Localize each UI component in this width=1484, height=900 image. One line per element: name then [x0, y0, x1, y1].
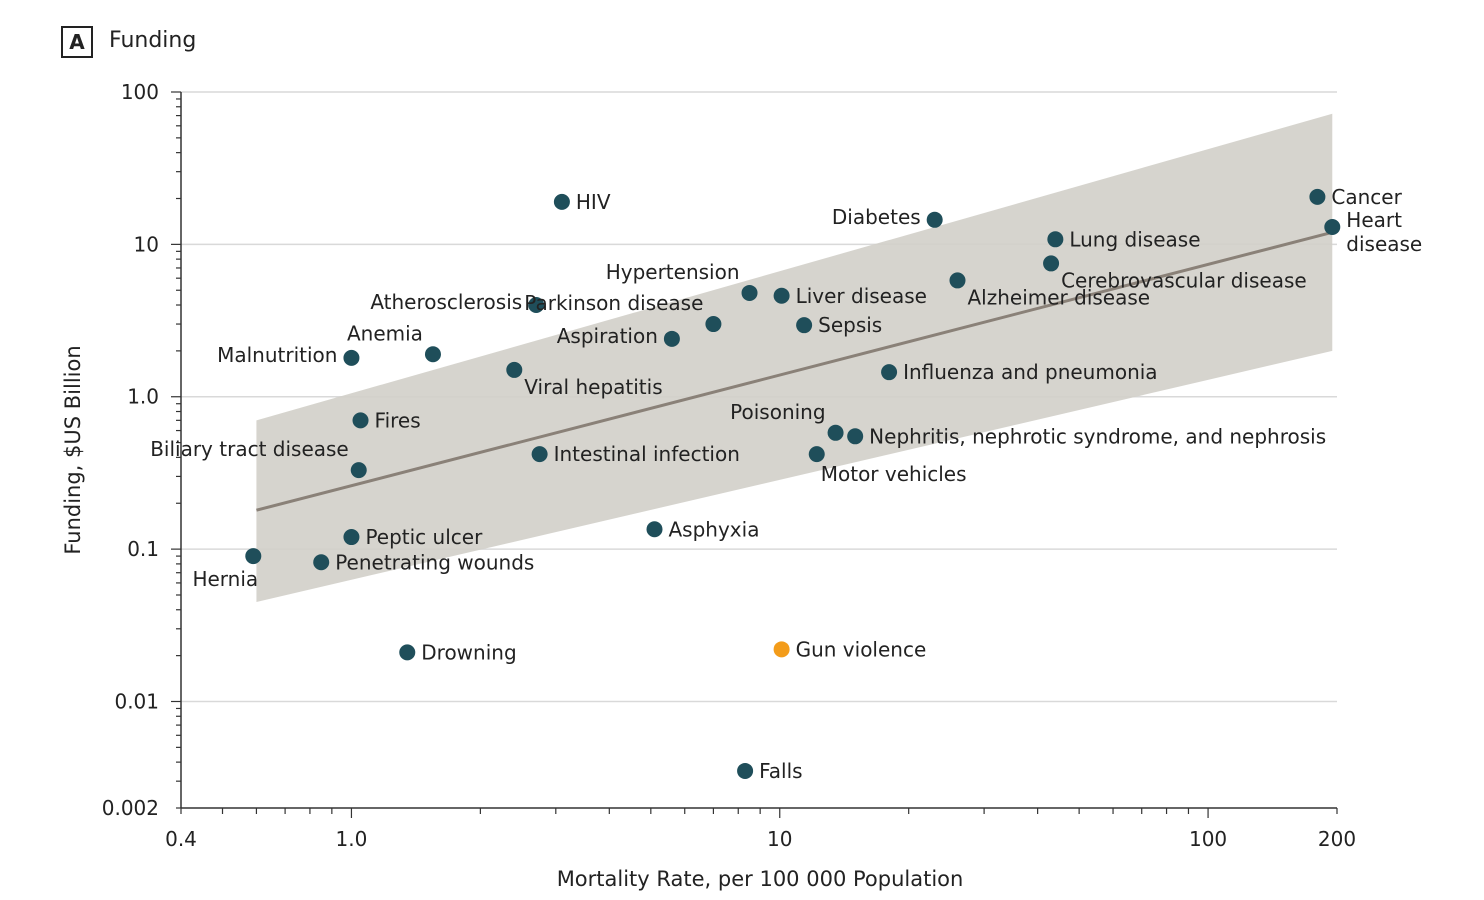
- data-point: [424, 346, 441, 363]
- point-label: Asphyxia: [669, 517, 760, 541]
- data-point: [741, 284, 758, 301]
- data-point: [773, 287, 790, 304]
- data-point: [528, 297, 545, 314]
- y-tick-label: 0.01: [114, 689, 159, 713]
- data-point: [343, 529, 360, 546]
- point-label: Hernia: [192, 567, 258, 591]
- point-label: Sepsis: [818, 313, 882, 337]
- data-point: [705, 316, 722, 333]
- y-tick-label: 10: [134, 232, 159, 256]
- point-label: Fires: [375, 408, 421, 432]
- x-tick-label: 100: [1189, 827, 1227, 851]
- panel-title: Funding: [109, 28, 197, 53]
- data-point: [352, 412, 369, 429]
- data-point: [1043, 255, 1060, 272]
- point-label: Heart: [1346, 208, 1402, 232]
- y-tick-label: 1.0: [127, 385, 159, 409]
- data-point: [881, 364, 898, 381]
- point-label: disease: [1346, 232, 1422, 256]
- data-point: [847, 428, 864, 445]
- data-point: [808, 446, 825, 463]
- x-tick-label: 200: [1318, 827, 1356, 851]
- y-tick-label: 100: [121, 80, 159, 104]
- y-tick-label: 0.1: [127, 537, 159, 561]
- data-point: [313, 554, 330, 571]
- point-label: Aspiration: [557, 324, 658, 348]
- point-label: Lung disease: [1069, 227, 1200, 251]
- panel-badge: A: [61, 26, 93, 58]
- data-point: [350, 462, 367, 479]
- data-point: [531, 446, 548, 463]
- point-label: Penetrating wounds: [335, 550, 534, 574]
- data-point: [1324, 219, 1341, 236]
- x-tick-label: 0.4: [165, 827, 197, 851]
- point-label: Malnutrition: [217, 343, 337, 367]
- data-point: [1047, 231, 1064, 248]
- point-label: Motor vehicles: [821, 462, 967, 486]
- data-point: [663, 330, 680, 347]
- point-label: Influenza and pneumonia: [903, 360, 1157, 384]
- point-label: Atherosclerosis: [370, 290, 522, 314]
- confidence-band-area: [256, 113, 1333, 602]
- trend-line: [256, 230, 1333, 512]
- data-point: [1309, 188, 1326, 205]
- point-label: Gun violence: [796, 637, 927, 661]
- data-point: [926, 211, 943, 228]
- point-label: Cancer: [1331, 185, 1402, 209]
- point-label: Drowning: [421, 640, 516, 664]
- point-label: Nephritis, nephrotic syndrome, and nephr…: [869, 424, 1326, 448]
- regression-line: [256, 230, 1333, 512]
- data-point: [949, 272, 966, 289]
- confidence-band: [256, 113, 1333, 602]
- data-point: [646, 521, 663, 538]
- point-label: HIV: [576, 190, 611, 214]
- data-point: [245, 548, 262, 565]
- x-tick-label: 10: [767, 827, 792, 851]
- data-point: [553, 193, 570, 210]
- data-point: [796, 317, 813, 334]
- y-tick-label: 0.002: [102, 796, 159, 820]
- point-label: Cerebrovascular disease: [1061, 268, 1307, 292]
- point-label: Falls: [759, 759, 802, 783]
- data-point: [737, 762, 754, 779]
- point-label: Intestinal infection: [554, 442, 740, 466]
- data-point: [506, 361, 523, 378]
- data-point: [773, 641, 790, 658]
- point-label: Parkinson disease: [524, 291, 703, 315]
- point-label: Poisoning: [730, 400, 825, 424]
- point-label: Hypertension: [606, 260, 740, 284]
- y-axis-title: Funding, $US Billion: [61, 345, 85, 554]
- point-label: Anemia: [347, 321, 423, 345]
- x-axis-title: Mortality Rate, per 100 000 Population: [557, 867, 964, 891]
- point-label: Peptic ulcer: [365, 525, 483, 549]
- data-point: [399, 644, 416, 661]
- data-points: [245, 188, 1341, 779]
- x-tick-label: 1.0: [336, 827, 368, 851]
- data-point: [827, 424, 844, 441]
- point-label: Viral hepatitis: [524, 375, 662, 399]
- data-point: [343, 349, 360, 366]
- point-label: Liver disease: [796, 284, 927, 308]
- point-label: Alzheimer disease: [967, 285, 1150, 309]
- point-label: Biliary tract disease: [150, 437, 349, 461]
- point-label: Diabetes: [832, 205, 921, 229]
